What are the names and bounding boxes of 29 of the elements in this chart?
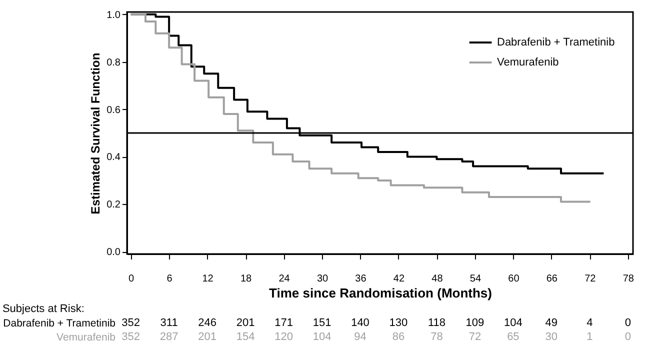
- x-axis-title: Time since Randomisation (Months): [269, 286, 492, 300]
- text: Subjects at Risk:: [2, 303, 84, 315]
- legend-label: Dabrafenib + Trametinib: [497, 36, 615, 48]
- text: Dabrafenib + Trametinib: [3, 318, 116, 330]
- x-tick-label: 48: [432, 274, 444, 284]
- text: Vemurafenib: [56, 332, 116, 344]
- x-tick-label: 78: [622, 274, 634, 284]
- x-tick-label: 30: [316, 274, 329, 284]
- x-tick-label: 36: [355, 274, 367, 284]
- x-tick-label: 72: [584, 274, 596, 284]
- legend-label: Vemurafenib: [497, 56, 559, 68]
- x-tick-label: 6: [166, 274, 173, 284]
- x-tick-label: 24: [278, 274, 290, 284]
- x-tick-label: 0: [128, 274, 135, 284]
- y-tick-label: 0.6: [106, 104, 121, 116]
- x-tick-label: 60: [508, 274, 520, 284]
- y-tick-label: 0.2: [106, 200, 121, 211]
- x-tick-label: 12: [202, 274, 214, 284]
- y-tick-label: 0.4: [106, 152, 121, 164]
- x-tick-label: 66: [546, 274, 558, 284]
- y-tick-label: 1.0: [106, 10, 121, 21]
- x-tick-label: 54: [470, 274, 482, 284]
- y-tick-label: 0.8: [106, 57, 121, 68]
- x-tick-label: 18: [240, 274, 252, 284]
- text: 352 311 246 201 171 151 140 130 118 109 104 49 4 0: [122, 317, 631, 329]
- y-tick-label: 0.0: [106, 247, 121, 258]
- x-tick-label: 42: [393, 274, 405, 284]
- text: 352 287 201 154 120 104 94 86 78 72 65 30 1 0: [122, 331, 631, 343]
- y-axis-title: Estimated Survival Function: [88, 52, 103, 214]
